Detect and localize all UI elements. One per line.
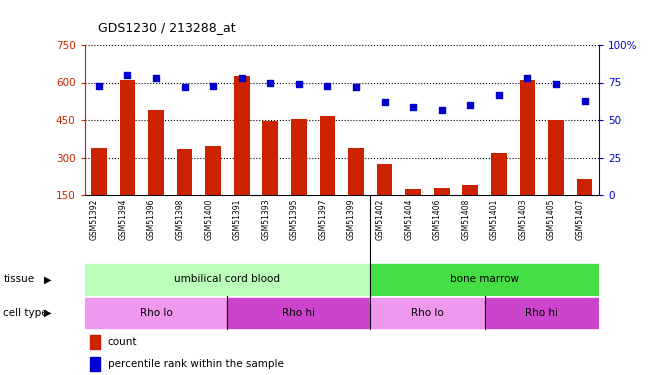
Bar — [370, 298, 484, 328]
Text: Rho hi: Rho hi — [525, 308, 559, 318]
Bar — [484, 298, 599, 328]
Text: GSM51399: GSM51399 — [347, 198, 356, 240]
Text: tissue: tissue — [3, 274, 35, 284]
Bar — [491, 153, 506, 195]
Point — [236, 75, 247, 81]
Bar — [462, 185, 478, 195]
Text: bone marrow: bone marrow — [450, 274, 519, 284]
Text: GSM51403: GSM51403 — [518, 198, 527, 240]
Bar — [90, 334, 100, 349]
Text: GSM51401: GSM51401 — [490, 198, 499, 240]
Bar — [377, 164, 393, 195]
Text: cell type: cell type — [3, 308, 48, 318]
Point — [465, 102, 475, 108]
Text: GSM51396: GSM51396 — [147, 198, 156, 240]
Bar — [177, 149, 193, 195]
Point — [493, 92, 504, 98]
Bar — [120, 80, 135, 195]
Point — [180, 84, 190, 90]
Text: GSM51407: GSM51407 — [575, 198, 585, 240]
Bar — [291, 119, 307, 195]
Point — [551, 81, 561, 87]
Point — [94, 82, 104, 88]
Bar — [205, 146, 221, 195]
Text: ▶: ▶ — [44, 308, 52, 318]
Text: GSM51392: GSM51392 — [90, 198, 99, 240]
Point — [522, 75, 533, 81]
Point — [322, 82, 333, 88]
Text: GSM51406: GSM51406 — [433, 198, 442, 240]
Bar — [406, 189, 421, 195]
Text: Rho lo: Rho lo — [411, 308, 444, 318]
Bar — [548, 120, 564, 195]
Bar — [434, 188, 450, 195]
Bar — [370, 264, 599, 295]
Bar — [262, 121, 278, 195]
Text: Rho lo: Rho lo — [140, 308, 173, 318]
Point — [265, 80, 275, 86]
Text: GSM51402: GSM51402 — [376, 198, 385, 240]
Text: GSM51395: GSM51395 — [290, 198, 299, 240]
Point — [408, 104, 419, 110]
Point — [351, 84, 361, 90]
Text: GSM51408: GSM51408 — [462, 198, 470, 240]
Point — [579, 98, 590, 104]
Text: GSM51398: GSM51398 — [176, 198, 185, 240]
Text: count: count — [108, 337, 137, 347]
Point — [437, 106, 447, 112]
Text: GSM51397: GSM51397 — [318, 198, 327, 240]
Text: percentile rank within the sample: percentile rank within the sample — [108, 359, 284, 369]
Bar — [348, 147, 364, 195]
Text: umbilical cord blood: umbilical cord blood — [174, 274, 281, 284]
Bar — [234, 76, 249, 195]
Bar — [227, 298, 370, 328]
Point — [208, 82, 219, 88]
Text: GSM51405: GSM51405 — [547, 198, 556, 240]
Bar — [85, 298, 227, 328]
Text: GDS1230 / 213288_at: GDS1230 / 213288_at — [98, 21, 235, 34]
Text: ▶: ▶ — [44, 274, 52, 284]
Bar — [91, 147, 107, 195]
Text: GSM51404: GSM51404 — [404, 198, 413, 240]
Text: GSM51393: GSM51393 — [261, 198, 270, 240]
Point — [380, 99, 390, 105]
Bar — [519, 80, 535, 195]
Point — [294, 81, 304, 87]
Bar — [85, 264, 370, 295]
Point — [151, 75, 161, 81]
Bar — [148, 110, 164, 195]
Point — [122, 72, 133, 78]
Text: GSM51400: GSM51400 — [204, 198, 214, 240]
Text: Rho hi: Rho hi — [283, 308, 316, 318]
Bar — [320, 116, 335, 195]
Text: GSM51391: GSM51391 — [233, 198, 242, 240]
Bar — [90, 357, 100, 371]
Bar — [577, 179, 592, 195]
Text: GSM51394: GSM51394 — [118, 198, 128, 240]
